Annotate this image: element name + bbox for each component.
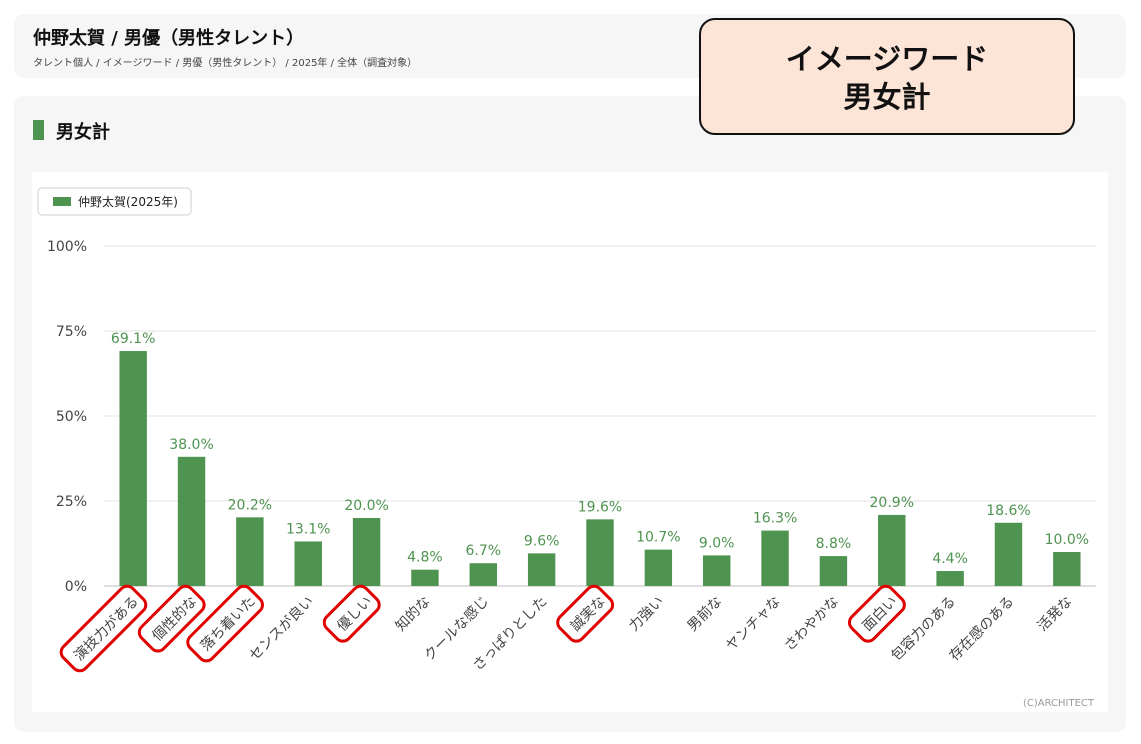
data-label: 8.8% [816,536,852,552]
section-marker [33,120,44,140]
y-tick-label: 100% [47,239,87,255]
data-label: 4.8% [407,550,443,566]
bar [411,569,439,586]
data-label: 9.0% [699,535,735,551]
y-tick-label: 75% [56,324,87,340]
data-label: 10.7% [636,530,680,546]
bar [469,563,498,586]
bar [177,456,206,586]
bar [761,530,789,586]
data-label: 13.1% [286,521,330,537]
data-label: 16.3% [753,511,797,527]
page-title: 仲野太賀 / 男優（男性タレント） [33,28,305,49]
bars [119,351,1081,586]
highlight-box [137,584,206,653]
bar [119,351,147,586]
bar [878,514,906,586]
highlight-box [556,584,615,643]
value-labels: 69.1% 38.0% 20.2% 13.1% 20.0% 4.8% 6.7% 9.6% 19.… [111,331,1089,567]
chart-area [32,172,1108,712]
data-label: 10.0% [1045,532,1089,548]
section-title: 男女計 [56,122,110,143]
data-label: 19.6% [578,499,622,515]
overlay-callout: イメージワード 男女計 [699,18,1075,135]
legend-label: 仲野太賀(2025年) [78,194,178,209]
bar [702,555,731,586]
data-label: 4.4% [932,551,968,567]
data-label: 20.9% [870,495,914,511]
highlight-box [322,584,381,643]
credit-text: (C)ARCHITECT [1023,698,1095,709]
data-label: 69.1% [111,331,155,347]
highlight-box [186,584,264,663]
bar [527,553,556,586]
y-tick-label: 0% [65,579,87,595]
highlight-box [59,584,148,673]
bar [352,518,381,586]
bar [819,556,848,586]
data-label: 20.0% [344,498,388,514]
legend-box [37,187,192,216]
bar [586,519,614,586]
data-label: 6.7% [466,543,502,559]
data-label: 18.6% [986,503,1030,519]
bar [1053,552,1081,586]
overlay-line-1: イメージワード [785,42,989,76]
bar [936,571,964,586]
bar [294,541,322,586]
y-tick-label: 50% [56,409,87,425]
bar [994,522,1023,586]
y-tick-label: 25% [56,494,87,510]
overlay-line-2: 男女計 [843,80,931,114]
bar [644,549,673,586]
bar [236,517,264,586]
data-label: 20.2% [228,497,272,513]
legend-swatch [53,197,71,206]
breadcrumb: タレント個人 / イメージワード / 男優（男性タレント） / 2025年 / … [33,58,418,69]
data-label: 38.0% [169,437,213,453]
data-label: 9.6% [524,533,560,549]
legend[interactable]: 仲野太賀(2025年) [37,187,192,216]
highlight-box [847,584,906,643]
